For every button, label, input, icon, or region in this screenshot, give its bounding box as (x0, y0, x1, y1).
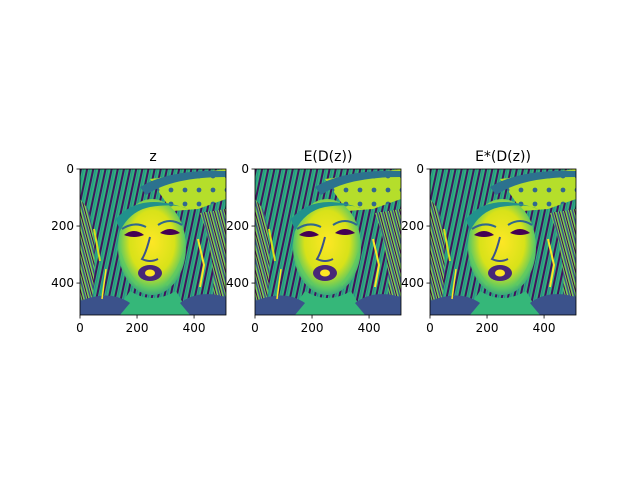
panel-title: E(D(z)) (304, 149, 353, 165)
x-tick-label: 200 (476, 321, 499, 335)
axes-frame (79, 168, 227, 316)
y-tick-label: 400 (226, 276, 249, 290)
panel-image (78, 167, 228, 317)
y-tick-label: 200 (401, 219, 424, 233)
image-panel: E(D(z)) 0 200 400 0 200 400 (226, 149, 403, 335)
panel-title: E*(D(z)) (475, 149, 531, 165)
x-tick-label: 200 (126, 321, 149, 335)
x-tick-label: 400 (183, 321, 206, 335)
image-panel: E*(D(z)) 0 200 400 0 200 400 (401, 149, 578, 335)
y-tick-label: 200 (51, 219, 74, 233)
panel-image (428, 167, 578, 317)
panel-image (253, 167, 403, 317)
x-tick-label: 0 (251, 321, 259, 335)
x-tick-label: 400 (533, 321, 556, 335)
y-tick-label: 200 (226, 219, 249, 233)
x-tick-label: 200 (301, 321, 324, 335)
axes-frame (429, 168, 577, 316)
y-tick-label: 0 (66, 162, 74, 176)
y-tick-label: 400 (401, 276, 424, 290)
y-tick-label: 0 (241, 162, 249, 176)
panel-title: z (149, 149, 156, 165)
x-tick-label: 400 (358, 321, 381, 335)
y-tick-label: 0 (416, 162, 424, 176)
x-tick-label: 0 (426, 321, 434, 335)
x-tick-label: 0 (76, 321, 84, 335)
image-panel: z 0 200 400 0 200 400 (51, 149, 228, 335)
axes-frame (254, 168, 402, 316)
y-tick-label: 400 (51, 276, 74, 290)
